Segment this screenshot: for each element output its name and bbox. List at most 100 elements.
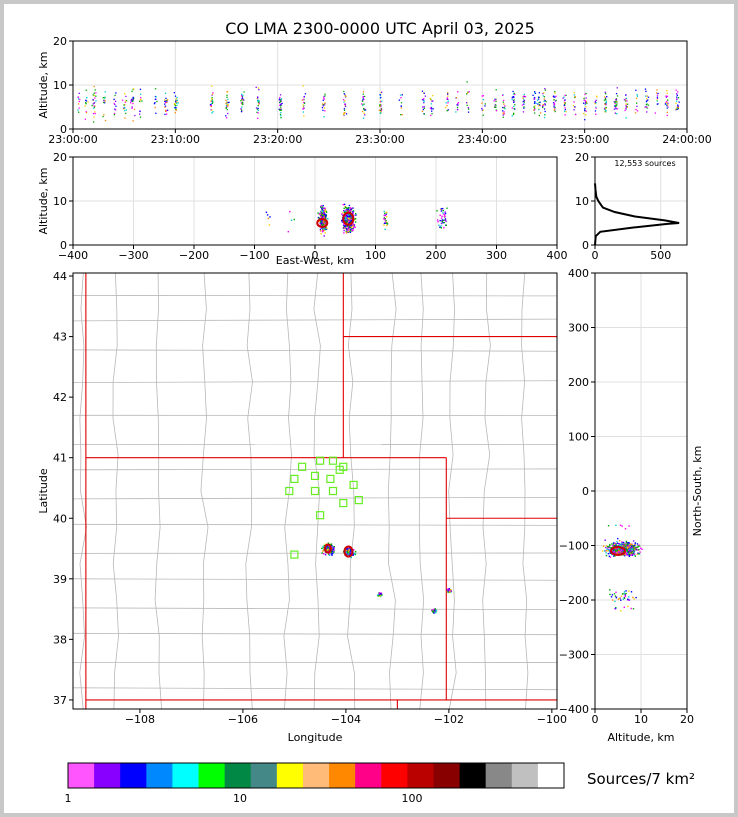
ns-source	[627, 541, 629, 544]
ns-source	[634, 546, 637, 549]
time-altitude-source	[85, 111, 88, 114]
time-altitude-source	[615, 104, 617, 106]
time-altitude-source	[553, 96, 555, 98]
time-altitude-source	[345, 113, 348, 115]
figure-canvas: CO LMA 2300-0000 UTC April 03, 2025 23:0…	[37, 19, 712, 805]
time-altitude-source	[167, 99, 169, 101]
time-altitude-source	[166, 113, 168, 115]
time-altitude-source	[212, 92, 214, 94]
ew-source	[441, 220, 443, 222]
time-altitude-source	[511, 97, 513, 99]
ns-source	[629, 546, 631, 549]
time-altitude-source	[466, 102, 468, 104]
ns-source	[627, 547, 629, 549]
ns-source	[619, 524, 622, 526]
time-altitude-source	[227, 101, 229, 104]
time-altitude-source	[164, 99, 166, 101]
state-boundaries	[85, 273, 557, 709]
time-altitude-source	[380, 107, 382, 110]
time-altitude-source	[604, 96, 606, 98]
ns-source	[614, 600, 616, 603]
time-altitude-source	[646, 103, 648, 105]
time-altitude-source	[380, 109, 383, 111]
map-source	[325, 548, 328, 551]
time-altitude-source	[604, 103, 606, 106]
ew-source	[351, 224, 353, 226]
time-altitude-source	[166, 99, 168, 101]
ns-source	[638, 544, 640, 546]
time-altitude-source	[92, 112, 95, 115]
ns-source	[605, 545, 608, 547]
ew-tick-label: 200	[426, 249, 447, 262]
time-altitude-source	[636, 105, 638, 107]
ew-source	[352, 228, 354, 230]
time-altitude-source	[667, 99, 669, 101]
time-altitude-source	[103, 101, 105, 104]
time-altitude-source	[493, 100, 495, 102]
ns-source	[623, 596, 625, 599]
time-altitude-source	[361, 110, 364, 113]
time-altitude-source	[544, 88, 546, 90]
ns-source	[635, 548, 637, 551]
time-altitude-source	[605, 106, 607, 109]
time-altitude-source	[595, 95, 598, 97]
county-line	[200, 273, 209, 709]
time-altitude-source	[227, 112, 229, 115]
ns-tick-label: −100	[559, 540, 589, 553]
time-altitude-source	[303, 102, 306, 104]
ns-source	[615, 549, 617, 551]
time-altitude-source	[677, 106, 679, 109]
ew-source	[320, 216, 322, 218]
ns-source	[636, 546, 638, 549]
ns-source	[621, 593, 624, 595]
ew-source	[346, 207, 348, 209]
ew-source	[322, 229, 324, 232]
time-altitude-source	[457, 91, 459, 93]
map-source	[321, 547, 323, 550]
time-altitude-source	[534, 112, 536, 114]
time-altitude-source	[534, 91, 536, 93]
county-line	[313, 273, 321, 709]
map-source	[379, 595, 381, 597]
ew-source	[317, 212, 319, 214]
ew-source	[344, 218, 347, 220]
latitude-tick-label: 41	[53, 452, 67, 465]
ew-source	[342, 227, 344, 229]
time-altitude-source	[656, 99, 658, 101]
time-altitude-source	[564, 94, 566, 97]
time-altitude-source	[664, 103, 666, 105]
time-altitude-source	[243, 99, 245, 101]
time-altitude-source	[380, 104, 382, 106]
altitude-tick-label: 20	[680, 713, 694, 726]
ew-tick-label: −400	[58, 249, 88, 262]
colorbar-cell	[511, 763, 539, 788]
time-altitude-source	[514, 93, 516, 96]
time-altitude-source	[225, 105, 228, 107]
ns-source	[613, 555, 615, 557]
ns-source	[632, 548, 634, 550]
ns-source	[628, 548, 631, 550]
time-altitude-ylabel: Altitude, km	[37, 51, 50, 118]
ns-source	[628, 596, 630, 598]
time-altitude-source	[241, 96, 244, 99]
ew-tick-label: −200	[179, 249, 209, 262]
histogram-tick-label: 0	[582, 239, 589, 252]
time-altitude-source	[523, 99, 525, 102]
map-source	[348, 549, 350, 551]
map-source	[328, 553, 330, 556]
ns-tick-label: −300	[559, 649, 589, 662]
time-altitude-source	[626, 100, 628, 102]
ew-source	[344, 225, 347, 227]
time-altitude-source	[124, 117, 126, 119]
map-source	[449, 591, 451, 593]
time-altitude-source	[675, 102, 677, 104]
time-altitude-source	[646, 111, 648, 113]
ns-tick-label: 300	[568, 322, 589, 335]
time-altitude-source	[176, 104, 178, 107]
map-source	[432, 610, 434, 613]
map-source	[328, 552, 331, 554]
time-altitude-source	[513, 101, 515, 103]
time-altitude-source	[447, 93, 449, 95]
time-altitude-source	[85, 103, 87, 105]
ns-source	[607, 546, 610, 548]
